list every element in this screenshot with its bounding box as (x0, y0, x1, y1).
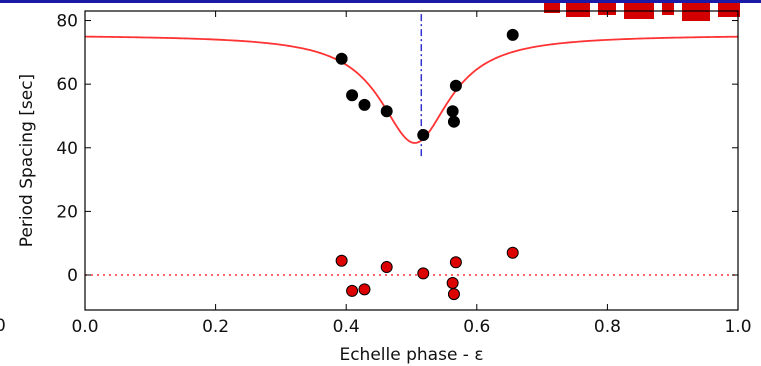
period-point (380, 105, 393, 118)
residual-point (335, 254, 348, 267)
x-tick-label: 0.0 (71, 317, 98, 337)
x-axis-label: Echelle phase - ε (339, 345, 483, 365)
y-tick-label: 60 (56, 75, 78, 95)
title-fragment-5 (662, 3, 674, 15)
model-curve (85, 35, 738, 144)
y-tick-label: 20 (56, 202, 78, 222)
residual-point (380, 261, 393, 274)
residual-point (358, 283, 371, 296)
y-tick-label: 80 (56, 12, 78, 32)
period-point (346, 89, 359, 102)
title-fragment-2 (566, 3, 590, 17)
title-strip (0, 0, 761, 21)
period-point (446, 105, 459, 118)
residual-point (346, 284, 359, 297)
residual-point (506, 246, 519, 259)
x-tick-label: 0.6 (463, 317, 490, 337)
x-tick-label: 0.8 (594, 317, 621, 337)
y-tick-label: 40 (56, 139, 78, 159)
period-point (506, 28, 519, 41)
period-point (358, 98, 371, 111)
period-point (447, 115, 460, 128)
x-tick-label: 0.2 (202, 317, 229, 337)
title-fragment-6 (682, 3, 710, 21)
plot-area: 0.0 0.2 0.4 0.6 0.8 1.0 0 20 40 60 80 Echelle phase… (17, 10, 752, 365)
title-bar (0, 0, 761, 3)
y-axis-label: Period Spacing [sec] (17, 74, 37, 247)
period-point (417, 129, 430, 142)
title-fragment-1 (544, 3, 560, 13)
period-point (335, 52, 348, 65)
period-point (449, 79, 462, 92)
title-fragment-7 (718, 3, 740, 17)
residual-point (417, 267, 430, 280)
residual-point (447, 288, 460, 301)
x-tick-label: 0.4 (333, 317, 360, 337)
residual-point (449, 256, 462, 269)
cropped-tick-label: 0 (0, 316, 6, 336)
y-tick-label: 0 (67, 266, 78, 286)
x-tick-label: 1.0 (724, 317, 751, 337)
plot-frame (84, 10, 739, 311)
residual-point (446, 276, 459, 289)
title-fragment-3 (598, 3, 616, 15)
